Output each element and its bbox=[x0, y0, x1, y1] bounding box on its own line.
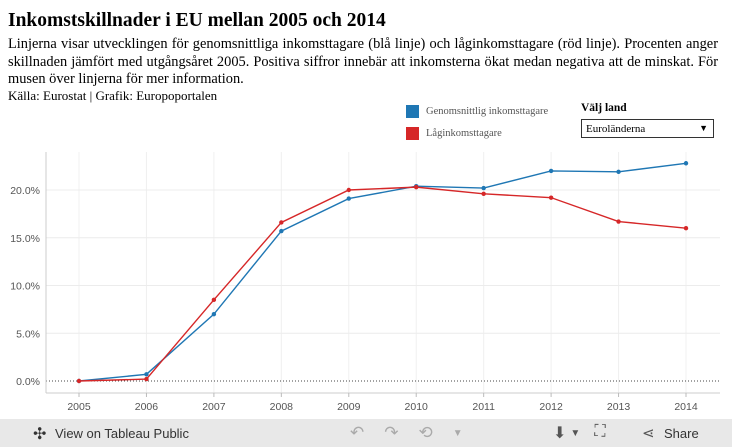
grid-lines bbox=[46, 152, 720, 393]
x-tick-label: 2009 bbox=[337, 401, 361, 413]
data-point-average bbox=[683, 161, 689, 166]
chevron-down-icon[interactable]: ▼ bbox=[699, 123, 708, 133]
series-line-average bbox=[78, 162, 687, 382]
data-point-low bbox=[144, 376, 149, 382]
legend: Genomsnittlig inkomsttagare Låginkomstta… bbox=[406, 100, 548, 144]
series bbox=[76, 161, 689, 384]
tableau-footer: ✣ View on Tableau Public ↶ ↷ ⟲ ▼ ⬇ ▼ ⛶ ⋖… bbox=[0, 419, 732, 447]
x-tick-label: 2013 bbox=[607, 401, 631, 413]
data-point-low bbox=[683, 226, 689, 231]
country-selector-label: Välj land bbox=[581, 102, 627, 114]
data-point-low bbox=[616, 219, 621, 224]
x-tick-label: 2008 bbox=[270, 401, 294, 413]
y-tick-label: 0.0% bbox=[16, 376, 40, 388]
axes bbox=[45, 152, 720, 397]
legend-item-low[interactable]: Låginkomsttagare bbox=[406, 122, 548, 144]
x-tick-label: 2006 bbox=[135, 401, 159, 413]
data-point-average bbox=[144, 372, 149, 377]
data-point-low bbox=[279, 220, 284, 225]
y-tick-labels: 0.0% 5.0% 10.0% 15.0% 20.0% bbox=[10, 185, 40, 388]
data-point-average bbox=[481, 185, 486, 191]
data-point-low bbox=[548, 195, 554, 200]
series-line-low bbox=[78, 186, 687, 382]
data-point-low bbox=[481, 191, 486, 197]
revert-icon[interactable]: ⟲ bbox=[418, 423, 433, 442]
x-tick-labels: 2005 2006 2007 2008 2009 2010 2011 2012 2013 2014 bbox=[67, 401, 698, 413]
fullscreen-icon[interactable]: ⛶ bbox=[594, 423, 606, 440]
tableau-logo-icon: ✣ bbox=[33, 426, 47, 443]
x-tick-label: 2005 bbox=[67, 401, 91, 413]
country-selector-value: Euroländerna bbox=[586, 122, 646, 135]
y-tick-label: 5.0% bbox=[16, 328, 40, 340]
redo-icon[interactable]: ↷ bbox=[384, 423, 399, 442]
data-point-average bbox=[616, 169, 621, 175]
y-tick-label: 15.0% bbox=[10, 233, 40, 245]
data-point-average bbox=[279, 228, 284, 234]
download-icon[interactable]: ⬇ bbox=[553, 425, 567, 442]
y-tick-label: 10.0% bbox=[10, 281, 40, 293]
line-chart[interactable]: 2005 2006 2007 2008 2009 2010 2011 2012 2013 2014… bbox=[0, 148, 732, 419]
data-point-low bbox=[76, 378, 82, 384]
data-point-low bbox=[211, 297, 217, 303]
share-icon[interactable]: ⋖ bbox=[642, 425, 655, 442]
source-note: Källa: Eurostat | Grafik: Europoportalen bbox=[8, 88, 218, 103]
x-tick-label: 2012 bbox=[539, 401, 563, 413]
x-tick-label: 2014 bbox=[674, 401, 698, 413]
download-arrow-icon[interactable]: ▼ bbox=[570, 428, 581, 439]
history-toolbar: ↶ ↷ ⟲ ▼ bbox=[350, 423, 463, 443]
y-tick-label: 20.0% bbox=[10, 185, 40, 197]
legend-swatch-low bbox=[406, 126, 419, 140]
view-on-tableau-link[interactable]: View on Tableau Public bbox=[55, 426, 189, 441]
legend-label-low: Låginkomsttagare bbox=[426, 127, 502, 139]
x-tick-label: 2011 bbox=[472, 401, 495, 413]
legend-item-average[interactable]: Genomsnittlig inkomsttagare bbox=[406, 100, 548, 122]
legend-swatch-average bbox=[406, 104, 419, 118]
data-point-low bbox=[346, 187, 351, 193]
data-point-average bbox=[548, 168, 554, 174]
legend-label-average: Genomsnittlig inkomsttagare bbox=[426, 105, 549, 117]
data-point-average bbox=[346, 196, 351, 201]
more-arrow-icon[interactable]: ▼ bbox=[452, 428, 463, 439]
data-point-average bbox=[211, 311, 217, 317]
chart-title: Inkomstskillnader i EU mellan 2005 och 2… bbox=[8, 10, 386, 31]
undo-icon[interactable]: ↶ bbox=[350, 423, 365, 442]
country-selector[interactable]: Euroländerna ▼ bbox=[581, 119, 714, 138]
data-point-low bbox=[414, 184, 419, 190]
view-toolbar: ⬇ ▼ ⛶ bbox=[553, 423, 606, 443]
x-tick-label: 2010 bbox=[405, 401, 429, 413]
share-button[interactable]: Share bbox=[664, 426, 699, 441]
chart-description: Linjerna visar utvecklingen för genomsni… bbox=[8, 36, 718, 87]
x-tick-label: 2007 bbox=[202, 401, 226, 413]
